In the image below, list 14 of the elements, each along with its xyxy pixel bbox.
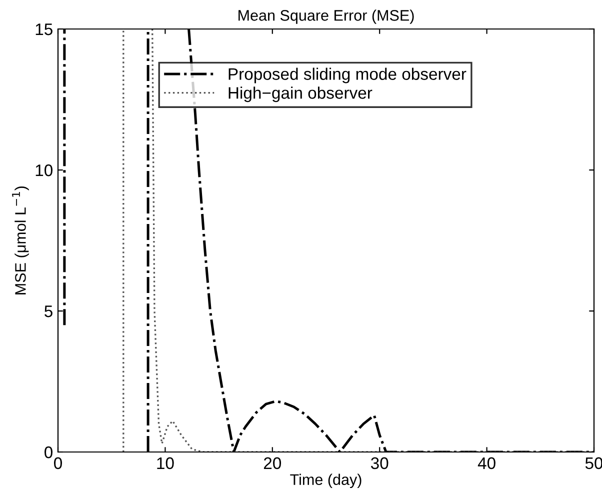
y-tick-label: 15 bbox=[36, 24, 52, 36]
y-tick-label: 0 bbox=[44, 446, 52, 458]
x-axis-title: Time (day) bbox=[290, 474, 362, 488]
x-tick-label: 30 bbox=[370, 457, 388, 470]
y-tick-label: 5 bbox=[44, 306, 52, 318]
chart-title: Mean Square Error (MSE) bbox=[238, 10, 414, 24]
legend-label: Proposed sliding mode observer bbox=[228, 68, 466, 84]
x-tick-label: 20 bbox=[264, 457, 282, 470]
x-tick-label: 0 bbox=[54, 457, 62, 470]
x-tick-label: 10 bbox=[157, 457, 174, 470]
legend-label: High−gain observer bbox=[228, 86, 372, 102]
y-axis-title: MSE (μmol L$^{−1}$) bbox=[12, 186, 29, 294]
y-tick-label: 10 bbox=[36, 164, 52, 176]
x-tick-label: 40 bbox=[478, 457, 496, 470]
